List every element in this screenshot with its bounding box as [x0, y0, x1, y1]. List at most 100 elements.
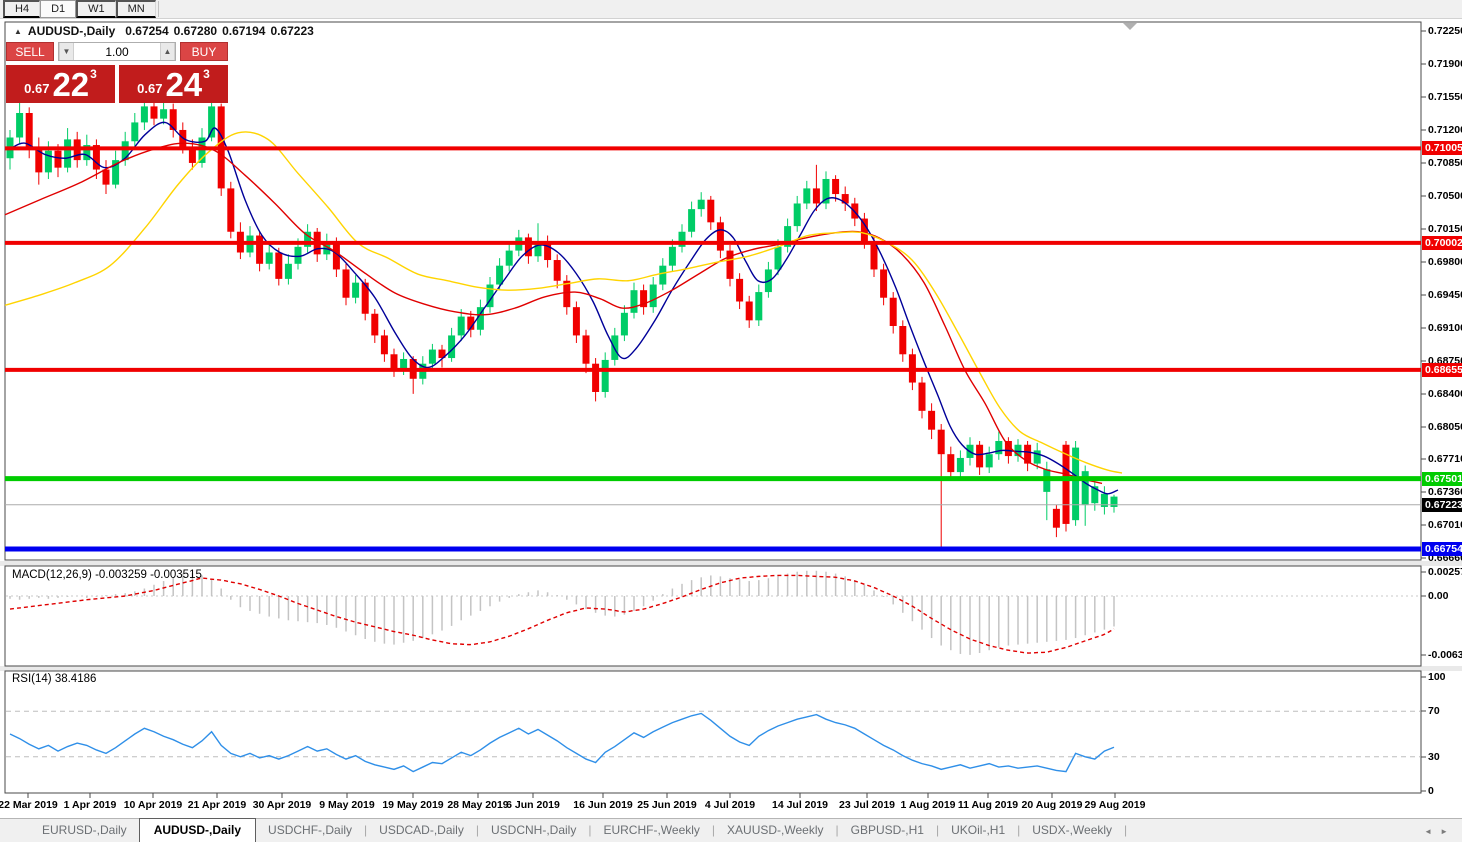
macd-signal-line: [9, 574, 1115, 654]
macd-panel: [4, 565, 1422, 667]
bull-candle: [400, 358, 408, 370]
bear-candle: [582, 335, 590, 364]
bear-candle: [227, 188, 235, 232]
bear-candle: [832, 178, 840, 195]
date-axis-label: 16 Jun 2019: [573, 799, 633, 811]
tab-usdx-weekly[interactable]: USDX-,Weekly: [1032, 823, 1113, 837]
tab-separator: |: [1124, 823, 1128, 837]
bull-candle: [448, 335, 456, 359]
bear-candle: [92, 145, 100, 170]
collapse-one-click-icon[interactable]: ▲: [14, 27, 22, 36]
bear-candle: [928, 410, 936, 430]
panel-splitter-rsi[interactable]: [0, 666, 1462, 671]
bear-candle: [275, 252, 283, 279]
timeframe-button-d1[interactable]: D1: [40, 0, 77, 18]
quote-high: 0.67280: [173, 24, 218, 38]
volume-decrease-button[interactable]: ▼: [59, 43, 74, 60]
bear-candle: [54, 150, 62, 168]
bear-candle: [524, 237, 532, 257]
date-axis-label: 29 Aug 2019: [1084, 799, 1146, 811]
bear-candle: [1004, 440, 1012, 457]
bear-candle: [918, 382, 926, 411]
bull-candle: [1081, 471, 1089, 506]
bull-candle: [284, 263, 292, 279]
timeframe-button-mn[interactable]: MN: [115, 0, 156, 18]
tab-gbpusd-h1[interactable]: GBPUSD-,H1: [850, 823, 924, 837]
fast-ma-blue: [9, 121, 1119, 495]
tab-scroll-left-icon[interactable]: ◄: [1424, 827, 1433, 836]
bear-candle: [726, 250, 734, 279]
bear-candle: [563, 280, 571, 308]
bull-candle: [83, 145, 91, 161]
tab-eurchf-weekly[interactable]: EURCHF-,Weekly: [603, 823, 700, 837]
rsi-axis-label: 30: [1428, 750, 1440, 763]
tab-scroll-right-icon[interactable]: ►: [1440, 827, 1448, 836]
price-level-badge: 0.71005: [1422, 141, 1462, 156]
volume-input[interactable]: [74, 43, 160, 60]
bull-candle: [304, 231, 312, 247]
mid-ma-red: [4, 142, 1103, 485]
bear-candle: [467, 316, 475, 330]
bull-candle: [160, 109, 168, 119]
bear-candle: [870, 241, 878, 270]
tab-usdchf-daily[interactable]: USDCHF-,Daily: [268, 823, 353, 837]
date-axis-label: 1 Aug 2019: [900, 799, 956, 811]
tab-eurusd-daily[interactable]: EURUSD-,Daily: [42, 823, 127, 837]
panel-splitter-macd[interactable]: [0, 561, 1462, 566]
tab-scroll-arrows: ◄ ►: [1424, 827, 1448, 836]
bull-candle: [476, 307, 484, 330]
macd-axis-label: 0.002574: [1428, 565, 1462, 578]
bear-candle: [102, 169, 110, 185]
main-price-panel: [4, 21, 1422, 561]
buy-price-box[interactable]: 0.67 24 3: [119, 65, 228, 103]
bear-candle: [1052, 508, 1060, 528]
sell-button[interactable]: SELL: [6, 42, 54, 61]
tab-separator: |: [588, 823, 592, 837]
bull-candle: [457, 316, 465, 336]
sell-price-box[interactable]: 0.67 22 3: [6, 65, 115, 103]
rsi-indicator-label: RSI(14) 38.4186: [12, 673, 97, 685]
quote-low: 0.67194: [222, 24, 266, 38]
chart-shift-marker-icon[interactable]: [1123, 23, 1137, 30]
bull-candle: [534, 241, 542, 257]
bull-candle: [294, 246, 302, 264]
date-axis-label: 19 May 2019: [382, 799, 444, 811]
price-level-badge: 0.66754: [1422, 542, 1462, 556]
current-price-badge: 0.67223: [1422, 497, 1462, 512]
volume-increase-button[interactable]: ▲: [160, 43, 175, 60]
bull-candle: [649, 284, 657, 308]
tab-xauusd-weekly[interactable]: XAUUSD-,Weekly: [727, 823, 824, 837]
date-axis-label: 9 May 2019: [319, 799, 375, 811]
date-axis-label: 20 Aug 2019: [1021, 799, 1083, 811]
tab-ukoil-h1[interactable]: UKOil-,H1: [951, 823, 1006, 837]
timeframe-button-w1[interactable]: W1: [76, 0, 116, 18]
bear-candle: [438, 349, 446, 359]
bull-candle: [956, 457, 964, 473]
bull-candle: [1014, 444, 1022, 457]
tab-usdcad-daily[interactable]: USDCAD-,Daily: [379, 823, 464, 837]
timeframe-button-h4[interactable]: H4: [3, 0, 41, 18]
tab-usdcnh-daily[interactable]: USDCNH-,Daily: [490, 823, 577, 837]
tab-separator: |: [364, 823, 368, 837]
bull-candle: [784, 226, 792, 247]
rsi-panel: [4, 670, 1422, 794]
buy-button[interactable]: BUY: [180, 42, 228, 61]
bull-candle: [323, 241, 331, 255]
bull-candle: [64, 139, 72, 168]
bull-candle: [1072, 447, 1080, 521]
bear-candle: [390, 354, 398, 370]
tab-audusd-daily[interactable]: AUDUSD-,Daily: [138, 818, 257, 842]
bear-candle: [880, 269, 888, 298]
date-axis-label: 28 May 2019: [447, 799, 509, 811]
bear-candle: [25, 113, 33, 147]
sell-price-prefix: 0.67: [24, 81, 50, 96]
date-axis-label: 1 Apr 2019: [63, 799, 117, 811]
